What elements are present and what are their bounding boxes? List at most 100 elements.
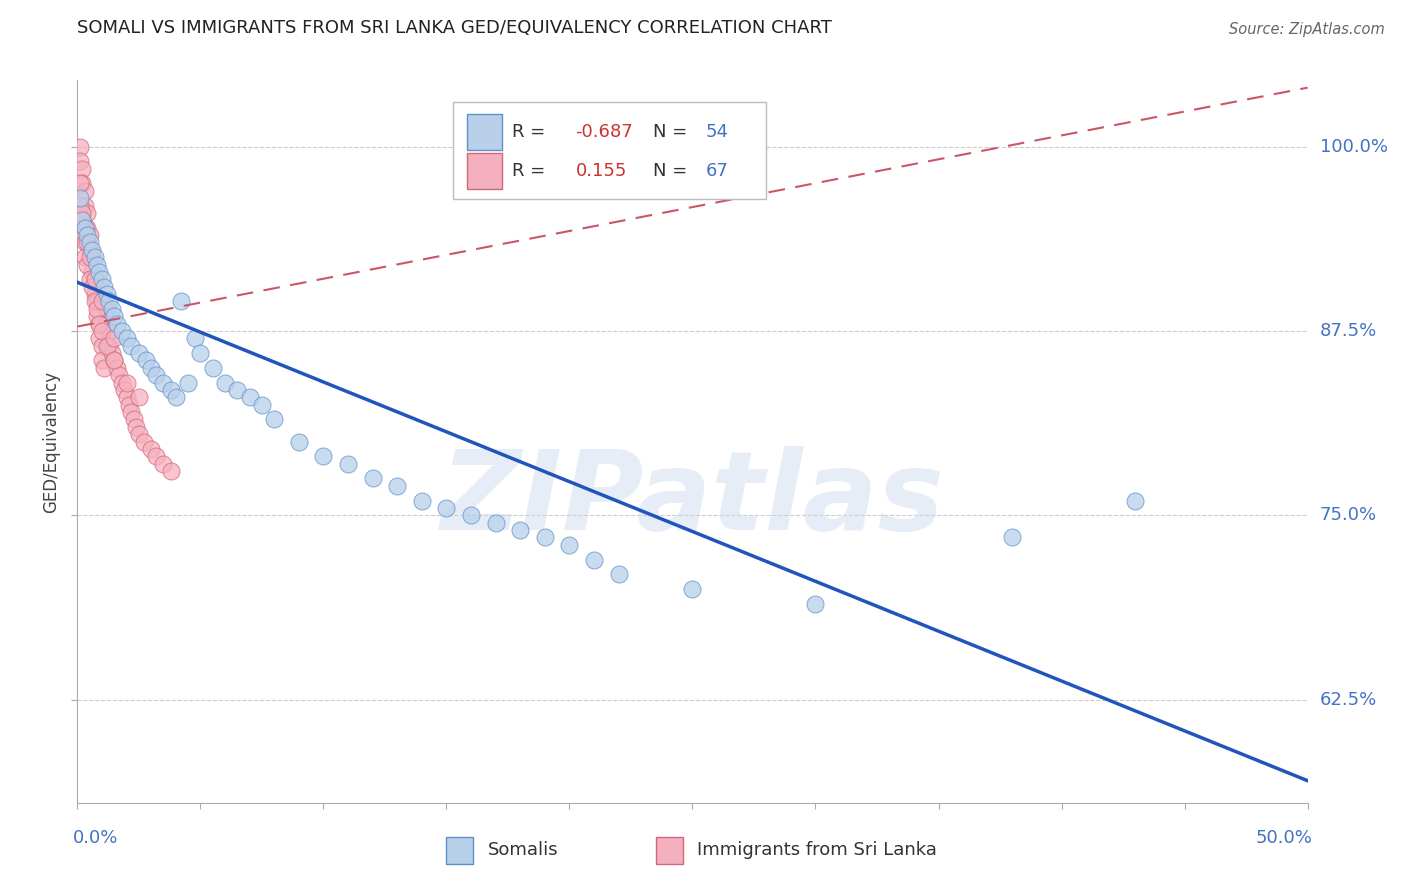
Bar [467,153,502,189]
Text: 75.0%: 75.0% [1320,507,1376,524]
Point [160,464,183,478]
Point [112,383,135,397]
Bar [453,102,766,200]
Point [411,493,433,508]
Point [73,220,96,235]
Point [105,317,128,331]
Point [90,339,114,353]
Point [79,272,101,286]
Point [128,346,150,360]
Point [239,390,262,404]
Text: Immigrants from Sri Lanka: Immigrants from Sri Lanka [697,841,938,860]
Point [79,243,101,257]
Text: N =: N = [654,123,693,141]
Point [96,287,118,301]
Point [170,294,193,309]
Point [145,450,167,464]
Point [73,199,96,213]
Point [69,177,91,191]
Point [79,228,101,243]
Point [152,457,174,471]
Point [1001,530,1024,544]
Y-axis label: GED/Equivalency: GED/Equivalency [42,370,60,513]
Point [90,294,114,309]
Point [103,353,125,368]
Point [250,398,273,412]
Point [111,324,132,338]
Point [98,324,121,338]
Point [607,567,630,582]
Point [93,279,115,293]
Point [96,317,118,331]
Point [70,228,93,243]
Point [82,279,104,293]
Point [90,353,114,368]
Point [86,309,108,323]
Point [141,442,163,456]
Text: R =: R = [512,161,551,179]
Point [93,360,115,375]
Point [76,220,98,235]
Text: 50.0%: 50.0% [1256,830,1313,847]
Point [132,434,155,449]
Point [70,206,93,220]
Point [69,154,91,169]
Point [152,376,174,390]
Point [804,597,827,611]
Point [108,368,131,383]
Point [89,317,111,331]
Point [111,376,132,390]
Point [86,301,108,316]
Point [125,419,148,434]
Text: ZIPatlas: ZIPatlas [440,446,945,553]
Text: 0.155: 0.155 [575,161,627,179]
Point [70,213,93,227]
Text: Source: ZipAtlas.com: Source: ZipAtlas.com [1229,22,1385,37]
Point [83,272,105,286]
Point [69,139,91,153]
Point [96,339,118,353]
Text: R =: R = [512,123,551,141]
Text: 100.0%: 100.0% [1320,137,1388,155]
Point [103,309,125,323]
Bar [447,837,474,864]
Point [98,339,121,353]
Point [141,360,163,375]
Text: 0.0%: 0.0% [73,830,118,847]
Point [121,405,143,419]
Point [79,250,101,264]
Text: SOMALI VS IMMIGRANTS FROM SRI LANKA GED/EQUIVALENCY CORRELATION CHART: SOMALI VS IMMIGRANTS FROM SRI LANKA GED/… [77,19,832,37]
Point [103,331,125,345]
Bar [467,114,502,151]
Point [115,376,138,390]
Point [263,412,285,426]
Point [73,235,96,250]
Point [115,331,138,345]
Point [121,339,143,353]
Point [70,177,93,191]
Point [86,294,108,309]
Point [312,450,335,464]
Point [69,199,91,213]
Text: Somalis: Somalis [488,841,558,860]
Point [101,346,124,360]
Point [103,353,125,368]
Point [436,500,458,515]
Point [160,383,183,397]
Point [76,206,98,220]
Point [96,301,118,316]
Point [682,582,704,596]
Point [385,479,409,493]
Point [128,390,150,404]
Point [83,272,105,286]
Point [118,398,141,412]
Text: 87.5%: 87.5% [1320,322,1376,340]
Point [69,191,91,205]
Point [534,530,557,544]
Point [76,235,98,250]
Point [98,294,121,309]
Point [101,301,124,316]
Point [288,434,311,449]
Point [115,390,138,404]
Point [558,538,581,552]
